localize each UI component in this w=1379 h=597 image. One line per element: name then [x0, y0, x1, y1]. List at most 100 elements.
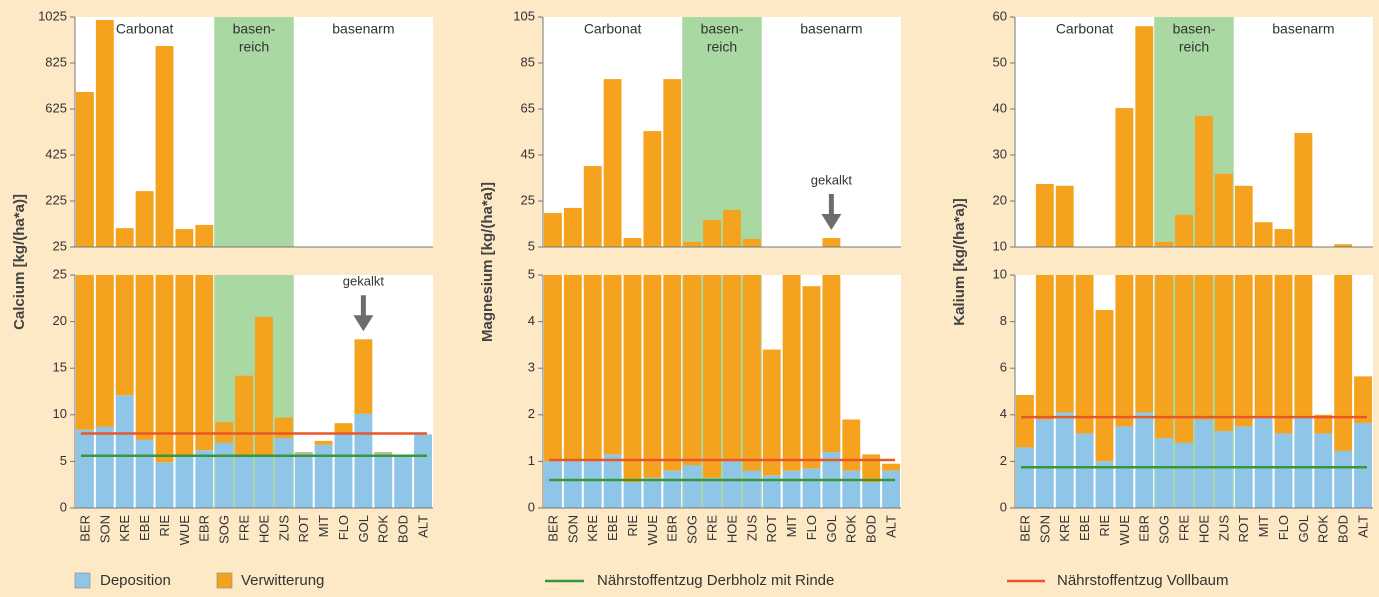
y-tick-label: 825	[45, 54, 67, 69]
bar-segment	[1135, 275, 1154, 413]
x-tick-label: GOL	[356, 515, 371, 542]
x-tick-label: RIE	[157, 515, 172, 537]
x-tick-label: EBR	[197, 515, 212, 542]
bar-segment	[1155, 275, 1174, 439]
bar-segment	[1334, 244, 1353, 247]
bar-segment	[703, 477, 721, 508]
x-tick-label: BOD	[864, 515, 879, 543]
bar-segment	[1035, 183, 1054, 247]
bar-segment	[314, 444, 333, 508]
bar-segment	[294, 453, 313, 508]
x-tick-label: EBE	[1077, 515, 1092, 541]
x-tick-label: ZUS	[276, 515, 291, 541]
y-tick-label: 425	[45, 146, 67, 161]
legend-label: Verwitterung	[241, 572, 324, 589]
bar-segment	[583, 461, 602, 508]
bar-segment	[1254, 222, 1273, 247]
bar-segment	[155, 462, 174, 508]
bar-segment	[603, 275, 622, 455]
bar-segment	[1175, 442, 1193, 508]
bar-segment	[862, 482, 881, 508]
x-tick-label: RIE	[625, 515, 640, 537]
y-tick-label: 105	[513, 8, 535, 23]
bar-segment	[95, 275, 114, 427]
annotation-arrow	[821, 194, 842, 231]
x-tick-label: ROK	[1316, 515, 1331, 544]
y-axis-title: Calcium [kg/(ha*a)]	[11, 194, 28, 330]
x-tick-label: FLO	[1276, 515, 1291, 540]
bars	[1016, 275, 1372, 508]
group-label: Carbonat	[584, 21, 642, 37]
y-tick-label: 2	[1000, 453, 1007, 468]
bar-segment	[703, 275, 721, 478]
bars	[76, 19, 214, 247]
group-label: basen-	[233, 21, 276, 37]
bar-segment	[294, 452, 313, 454]
y-tick-label: 0	[60, 499, 67, 514]
x-tick-label: WUE	[645, 515, 660, 546]
y-axis-title: Kalium [kg/(ha*a)]	[951, 198, 968, 326]
y-tick-label: 4	[1000, 406, 1007, 421]
y-tick-label: 1025	[38, 8, 67, 23]
y-tick-label: 20	[53, 313, 67, 328]
bar-segment	[175, 454, 194, 508]
annotation-text: gekalkt	[811, 172, 853, 187]
bar-segment	[354, 339, 373, 414]
x-tick-label: ZUS	[1216, 515, 1231, 541]
annotation-text: gekalkt	[343, 274, 385, 289]
bar-segment	[1214, 431, 1233, 508]
x-tick-label: MIT	[316, 515, 331, 537]
y-tick-label: 25	[521, 192, 535, 207]
y-tick-label: 0	[528, 499, 535, 514]
bar-segment	[603, 79, 622, 247]
bar-segment	[394, 455, 413, 508]
y-tick-label: 5	[528, 238, 535, 253]
y-tick-label: 10	[993, 238, 1007, 253]
y-tick-label: 4	[528, 313, 535, 328]
bar-segment	[1016, 447, 1034, 508]
x-tick-label: ROT	[296, 515, 311, 543]
bar-segment	[1155, 241, 1174, 247]
x-tick-label: FLO	[336, 515, 351, 540]
bar-segment	[1254, 275, 1273, 418]
x-tick-label: FRE	[704, 515, 719, 541]
bar-segment	[882, 470, 900, 508]
group-label: basen-	[1173, 21, 1216, 37]
bar-segment	[1055, 275, 1074, 413]
bar-segment	[723, 275, 741, 462]
group-label: basen-	[701, 21, 744, 37]
y-tick-label: 625	[45, 100, 67, 115]
y-tick-label: 2	[528, 406, 535, 421]
bar-segment	[1055, 185, 1074, 247]
y-tick-label: 25	[53, 266, 67, 281]
x-tick-label: FRE	[236, 515, 251, 541]
bar-segment	[1095, 461, 1114, 508]
x-tick-label: GOL	[1296, 515, 1311, 542]
bar-segment	[742, 275, 761, 471]
x-tick-label: ROK	[844, 515, 859, 544]
group-label: reich	[707, 39, 737, 55]
bar-segment	[1234, 185, 1253, 247]
x-tick-label: GOL	[824, 515, 839, 542]
x-tick-label: BOD	[1336, 515, 1351, 543]
bar-segment	[1175, 275, 1193, 443]
bar-segment	[135, 439, 154, 508]
x-tick-label: ROT	[764, 515, 779, 543]
group-label: basenarm	[800, 21, 862, 37]
bar-segment	[1274, 229, 1293, 247]
shaded-region	[214, 17, 294, 247]
y-tick-label: 45	[521, 146, 535, 161]
bar-segment	[842, 470, 861, 508]
x-tick-label: WUE	[1117, 515, 1132, 546]
bar-segment	[1075, 433, 1094, 508]
bars	[544, 79, 841, 247]
x-tick-label: KRE	[117, 515, 132, 542]
bar-segment	[195, 224, 214, 247]
bar-segment	[1354, 422, 1372, 508]
x-tick-label: ZUS	[744, 515, 759, 541]
bar-segment	[762, 349, 781, 476]
x-tick-label: KRE	[585, 515, 600, 542]
bars	[76, 275, 432, 508]
bar-segment	[135, 275, 154, 440]
